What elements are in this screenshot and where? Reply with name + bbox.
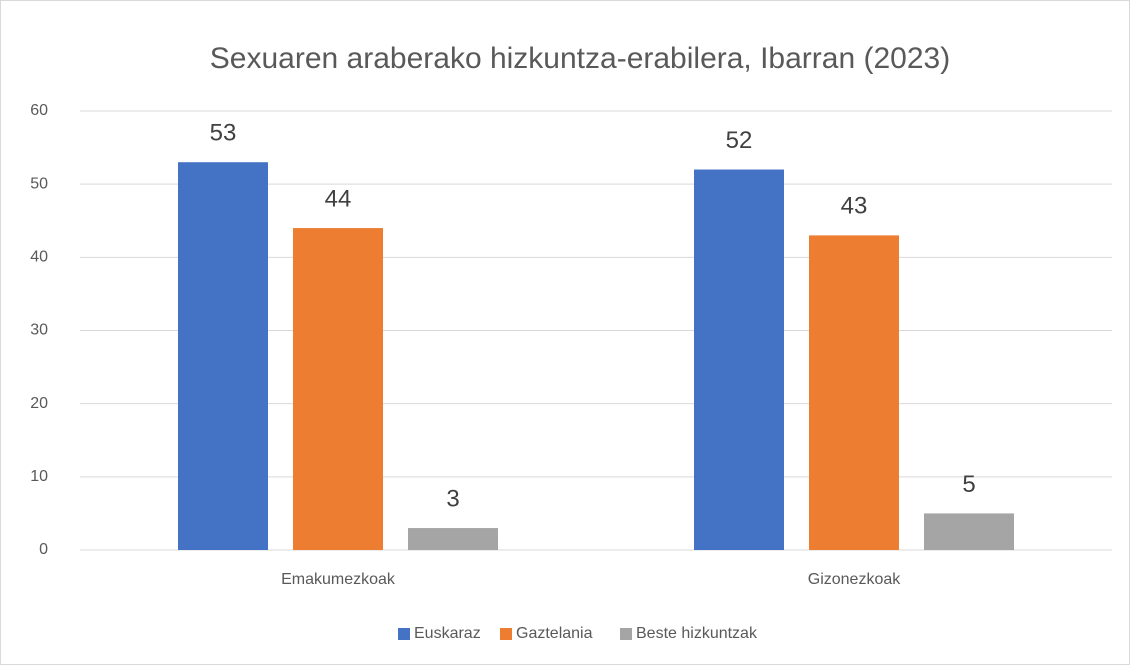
legend-label: Gaztelania — [516, 625, 593, 642]
legend-swatch — [398, 628, 410, 640]
data-label: 43 — [841, 193, 868, 220]
y-tick-label: 20 — [30, 395, 48, 412]
data-label: 3 — [446, 485, 459, 512]
legend-label: Beste hizkuntzak — [636, 625, 758, 642]
x-tick-label: Emakumezkoak — [281, 571, 396, 588]
bar — [178, 162, 268, 550]
bar — [293, 228, 383, 551]
y-tick-label: 50 — [30, 175, 48, 192]
x-tick-label: Gizonezkoak — [808, 571, 901, 588]
legend-swatch — [500, 628, 512, 640]
y-tick-label: 40 — [30, 249, 48, 266]
bar — [809, 235, 899, 550]
data-label: 53 — [210, 120, 237, 147]
data-label: 44 — [325, 185, 352, 212]
y-tick-label: 10 — [30, 468, 48, 485]
data-label: 52 — [726, 127, 753, 154]
y-tick-label: 0 — [39, 541, 48, 558]
legend-label: Euskaraz — [414, 625, 481, 642]
data-label: 5 — [962, 471, 975, 498]
chart-title: Sexuaren araberako hizkuntza-erabilera, … — [210, 42, 950, 75]
y-tick-label: 30 — [30, 322, 48, 339]
bar — [408, 528, 498, 550]
bar — [694, 169, 784, 551]
bar — [924, 513, 1014, 550]
y-tick-label: 60 — [30, 102, 48, 119]
legend-swatch — [620, 628, 632, 640]
